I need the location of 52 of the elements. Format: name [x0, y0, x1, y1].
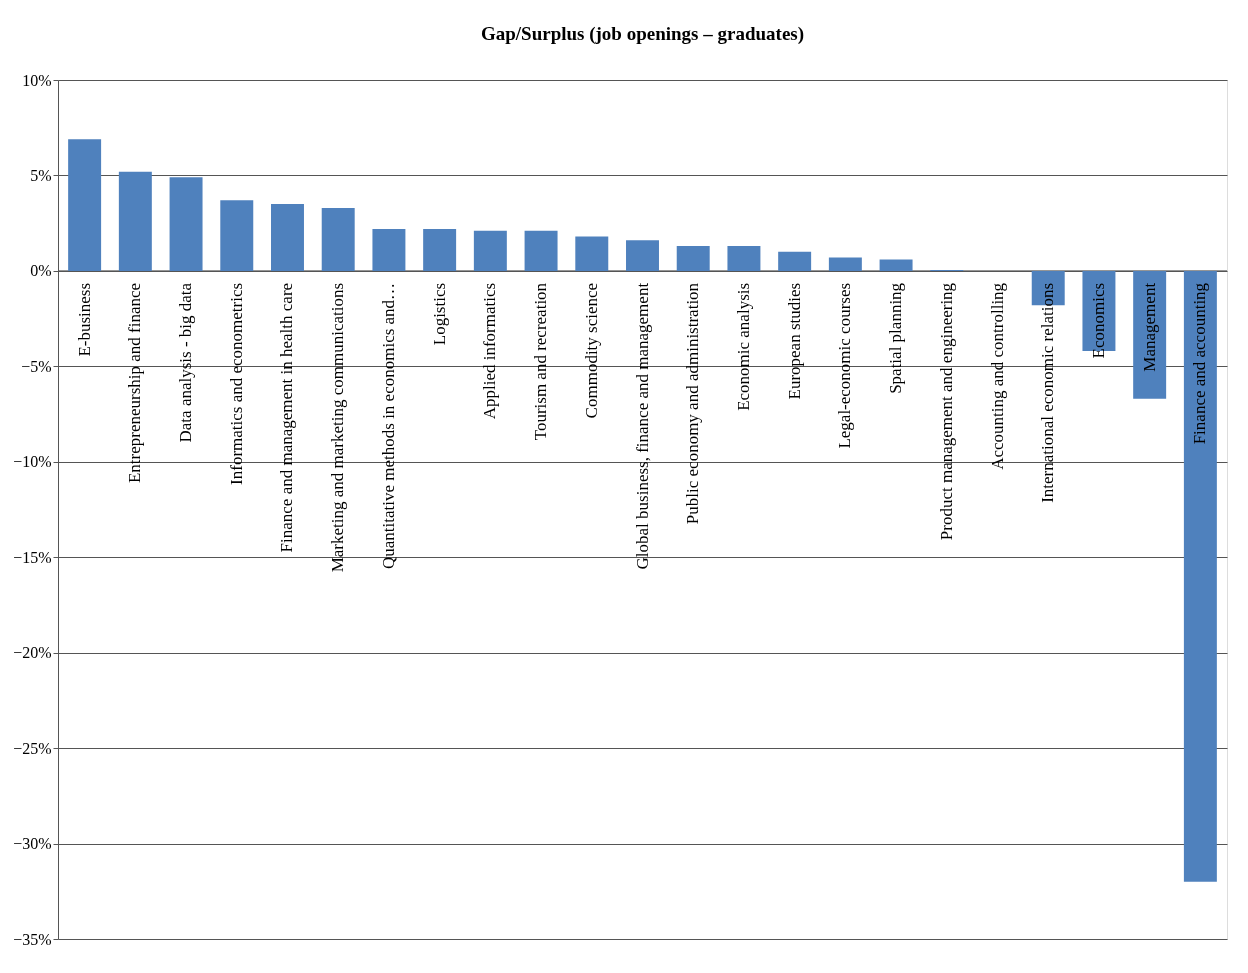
- x-tick-label: Product management and engineering: [936, 282, 956, 541]
- bar: [220, 200, 254, 271]
- x-tick-label: Spatial planning: [886, 282, 906, 394]
- x-tick-label: Informatics and econometrics: [226, 282, 246, 485]
- bar: [828, 257, 862, 271]
- x-tick-label: Global business, finance and management: [632, 282, 652, 570]
- x-tick-label: Management: [1139, 282, 1159, 372]
- y-tick-label: −5%: [21, 357, 52, 375]
- bar: [727, 246, 761, 271]
- y-tick-label: 0%: [30, 262, 52, 280]
- x-tick-label: Economics: [1088, 282, 1108, 359]
- bar: [118, 171, 152, 271]
- bar: [626, 240, 659, 271]
- x-tick-label: Economic analysis: [733, 282, 753, 411]
- y-tick-label: −30%: [13, 835, 52, 853]
- bar: [169, 177, 203, 271]
- x-tick-label: Commodity science: [581, 282, 601, 419]
- bar: [1183, 270, 1217, 882]
- x-tick-label: Entrepreneurship and finance: [125, 282, 145, 484]
- bar: [676, 246, 710, 271]
- bar: [68, 139, 102, 271]
- x-tick-label: European studies: [784, 282, 804, 400]
- bar: [879, 259, 913, 271]
- x-tick-label: International economic relations: [1038, 282, 1058, 503]
- x-tick-label: Marketing and marketing communications: [328, 282, 348, 573]
- y-tick-label: −10%: [13, 453, 52, 471]
- x-tick-label: Data analysis - big data: [176, 282, 196, 443]
- y-tick-label: −20%: [13, 644, 52, 662]
- y-tick-label: −25%: [13, 739, 52, 757]
- y-tick-label: 5%: [30, 166, 52, 184]
- bar: [575, 236, 609, 271]
- y-tick-label: 10%: [22, 71, 52, 89]
- y-tick-label: −35%: [13, 930, 52, 948]
- bar: [271, 204, 304, 271]
- x-tick-label: Finance and management in health care: [277, 282, 297, 553]
- x-tick-label: Accounting and controlling: [987, 282, 1007, 470]
- x-tick-label: Quantitative methods in economics and…: [378, 282, 398, 569]
- chart-title: Gap/Surplus (job openings – graduates): [480, 23, 805, 45]
- bar: [423, 228, 457, 271]
- bar: [321, 207, 355, 271]
- x-tick-label: Tourism and recreation: [531, 282, 551, 441]
- x-tick-label: Applied informatics: [480, 282, 500, 420]
- bar: [778, 251, 812, 271]
- x-tick-label: Logistics: [429, 282, 449, 346]
- bar: [473, 230, 507, 271]
- x-tick-label: Finance and accounting: [1190, 282, 1210, 445]
- y-tick-label: −15%: [13, 548, 52, 566]
- bar: [372, 228, 406, 271]
- x-tick-label: Public economy and administration: [683, 282, 703, 525]
- bar: [524, 230, 558, 271]
- x-tick-label: E-business: [74, 282, 94, 357]
- x-tick-label: Legal-economic courses: [835, 282, 855, 449]
